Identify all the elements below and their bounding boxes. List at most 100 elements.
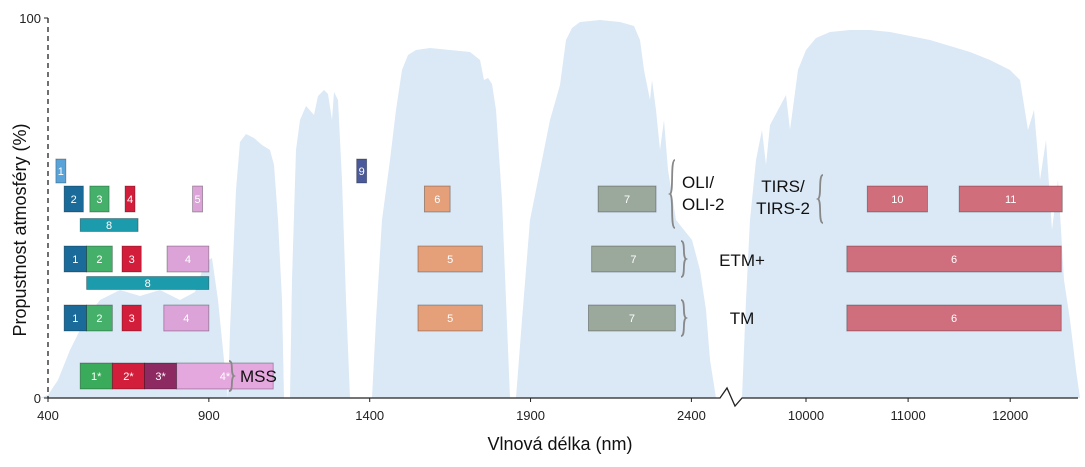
band-box	[121, 245, 142, 273]
brace	[680, 299, 688, 337]
band-6: 6	[846, 245, 1062, 273]
band-box	[124, 185, 136, 213]
y-axis-title: Propustnost atmosféry (%)	[10, 123, 30, 336]
band-label: 1	[72, 254, 78, 266]
brace	[680, 240, 688, 278]
band-label: 2	[96, 313, 102, 325]
band-box	[86, 245, 113, 273]
band-label: 8	[106, 220, 112, 232]
band-label: 2	[71, 194, 77, 206]
band-2*: 2*	[111, 362, 145, 390]
sensor-label: TIRS/TIRS-2	[756, 177, 810, 218]
band-4: 4	[166, 245, 210, 273]
band-1: 1	[63, 304, 88, 332]
band-label: 2*	[123, 371, 134, 383]
band-6: 6	[423, 185, 451, 213]
sensor-label: TM	[730, 309, 755, 328]
band-label: 7	[624, 194, 630, 206]
band-box	[176, 362, 274, 390]
band-box	[63, 185, 84, 213]
band-label: 2	[96, 254, 102, 266]
x-tick-label: 1400	[355, 408, 384, 423]
band-box	[79, 362, 113, 390]
sensor-label: ETM+	[719, 251, 765, 270]
band-label: 11	[1005, 194, 1016, 206]
x-axis-title: Vlnová délka (nm)	[487, 434, 632, 454]
band-label: 5	[195, 194, 201, 206]
band-label: 3	[129, 313, 135, 325]
band-box	[591, 245, 676, 273]
band-label: 5	[447, 254, 453, 266]
band-box	[356, 158, 368, 184]
band-label: 6	[951, 254, 957, 266]
band-5: 5	[192, 185, 203, 213]
band-1: 1	[55, 158, 67, 184]
band-box	[86, 304, 113, 332]
band-label: 3*	[155, 371, 166, 383]
band-2: 2	[86, 304, 113, 332]
band-label: 1	[58, 166, 64, 178]
band-3: 3	[89, 185, 110, 213]
x-tick-label: 400	[37, 408, 59, 423]
band-7: 7	[597, 185, 657, 213]
band-box	[192, 185, 203, 213]
x-axis-line	[48, 386, 1078, 408]
axes: 0100400900140019002400100001100012000130…	[10, 11, 1078, 454]
band-box	[866, 185, 928, 213]
band-1*: 1*	[79, 362, 113, 390]
band-label: 1	[72, 313, 78, 325]
band-11: 11	[958, 185, 1063, 213]
band-box	[86, 276, 210, 290]
band-box	[121, 304, 142, 332]
x-tick-label: 2400	[677, 408, 706, 423]
band-box	[89, 185, 110, 213]
brace	[816, 174, 824, 224]
x-tick-label: 12000	[992, 408, 1028, 423]
x-tick-label: 11000	[891, 408, 926, 423]
band-8: 8	[86, 276, 210, 290]
band-box	[79, 218, 139, 232]
band-box	[111, 362, 145, 390]
band-2: 2	[86, 245, 113, 273]
band-box	[846, 245, 1062, 273]
band-label: 4*	[220, 371, 231, 383]
sensor-labels: MSS TM ETM+ OLI/OLI-2 TIRS/TIRS-2	[228, 159, 824, 392]
band-box	[846, 304, 1062, 332]
band-1: 1	[63, 245, 88, 273]
band-label: 3	[96, 194, 102, 206]
band-label: 1*	[91, 371, 102, 383]
brace	[668, 159, 676, 229]
band-label: 7	[630, 254, 636, 266]
band-label: 7	[629, 313, 635, 325]
band-box	[958, 185, 1063, 213]
band-label: 3	[129, 254, 135, 266]
band-label: 4	[183, 313, 189, 325]
band-box	[144, 362, 178, 390]
band-4*: 4*	[176, 362, 274, 390]
band-boxes: 1* 2* 3* 4* 1 2 3 4 5 7 6 1 2 3 4 8 5 7 6 1 2 3 4 5 8 9 6 7 10 11	[55, 158, 1063, 390]
band-label: 6	[434, 194, 440, 206]
band-box	[417, 245, 483, 273]
band-box	[597, 185, 657, 213]
band-7: 7	[591, 245, 676, 273]
band-label: 8	[145, 278, 151, 290]
band-box	[423, 185, 451, 213]
band-box	[166, 245, 210, 273]
brace	[228, 360, 237, 392]
band-label: 4	[127, 194, 133, 206]
band-4: 4	[163, 304, 210, 332]
band-box	[55, 158, 67, 184]
band-label: 6	[951, 313, 957, 325]
band-box	[417, 304, 483, 332]
band-label: 9	[359, 166, 365, 178]
band-box	[163, 304, 210, 332]
band-10: 10	[866, 185, 928, 213]
band-5: 5	[417, 245, 483, 273]
sensor-label: OLI/OLI-2	[682, 173, 725, 214]
band-3: 3	[121, 245, 142, 273]
band-label: 4	[185, 254, 191, 266]
y-tick-label: 0	[34, 391, 41, 406]
band-4: 4	[124, 185, 136, 213]
